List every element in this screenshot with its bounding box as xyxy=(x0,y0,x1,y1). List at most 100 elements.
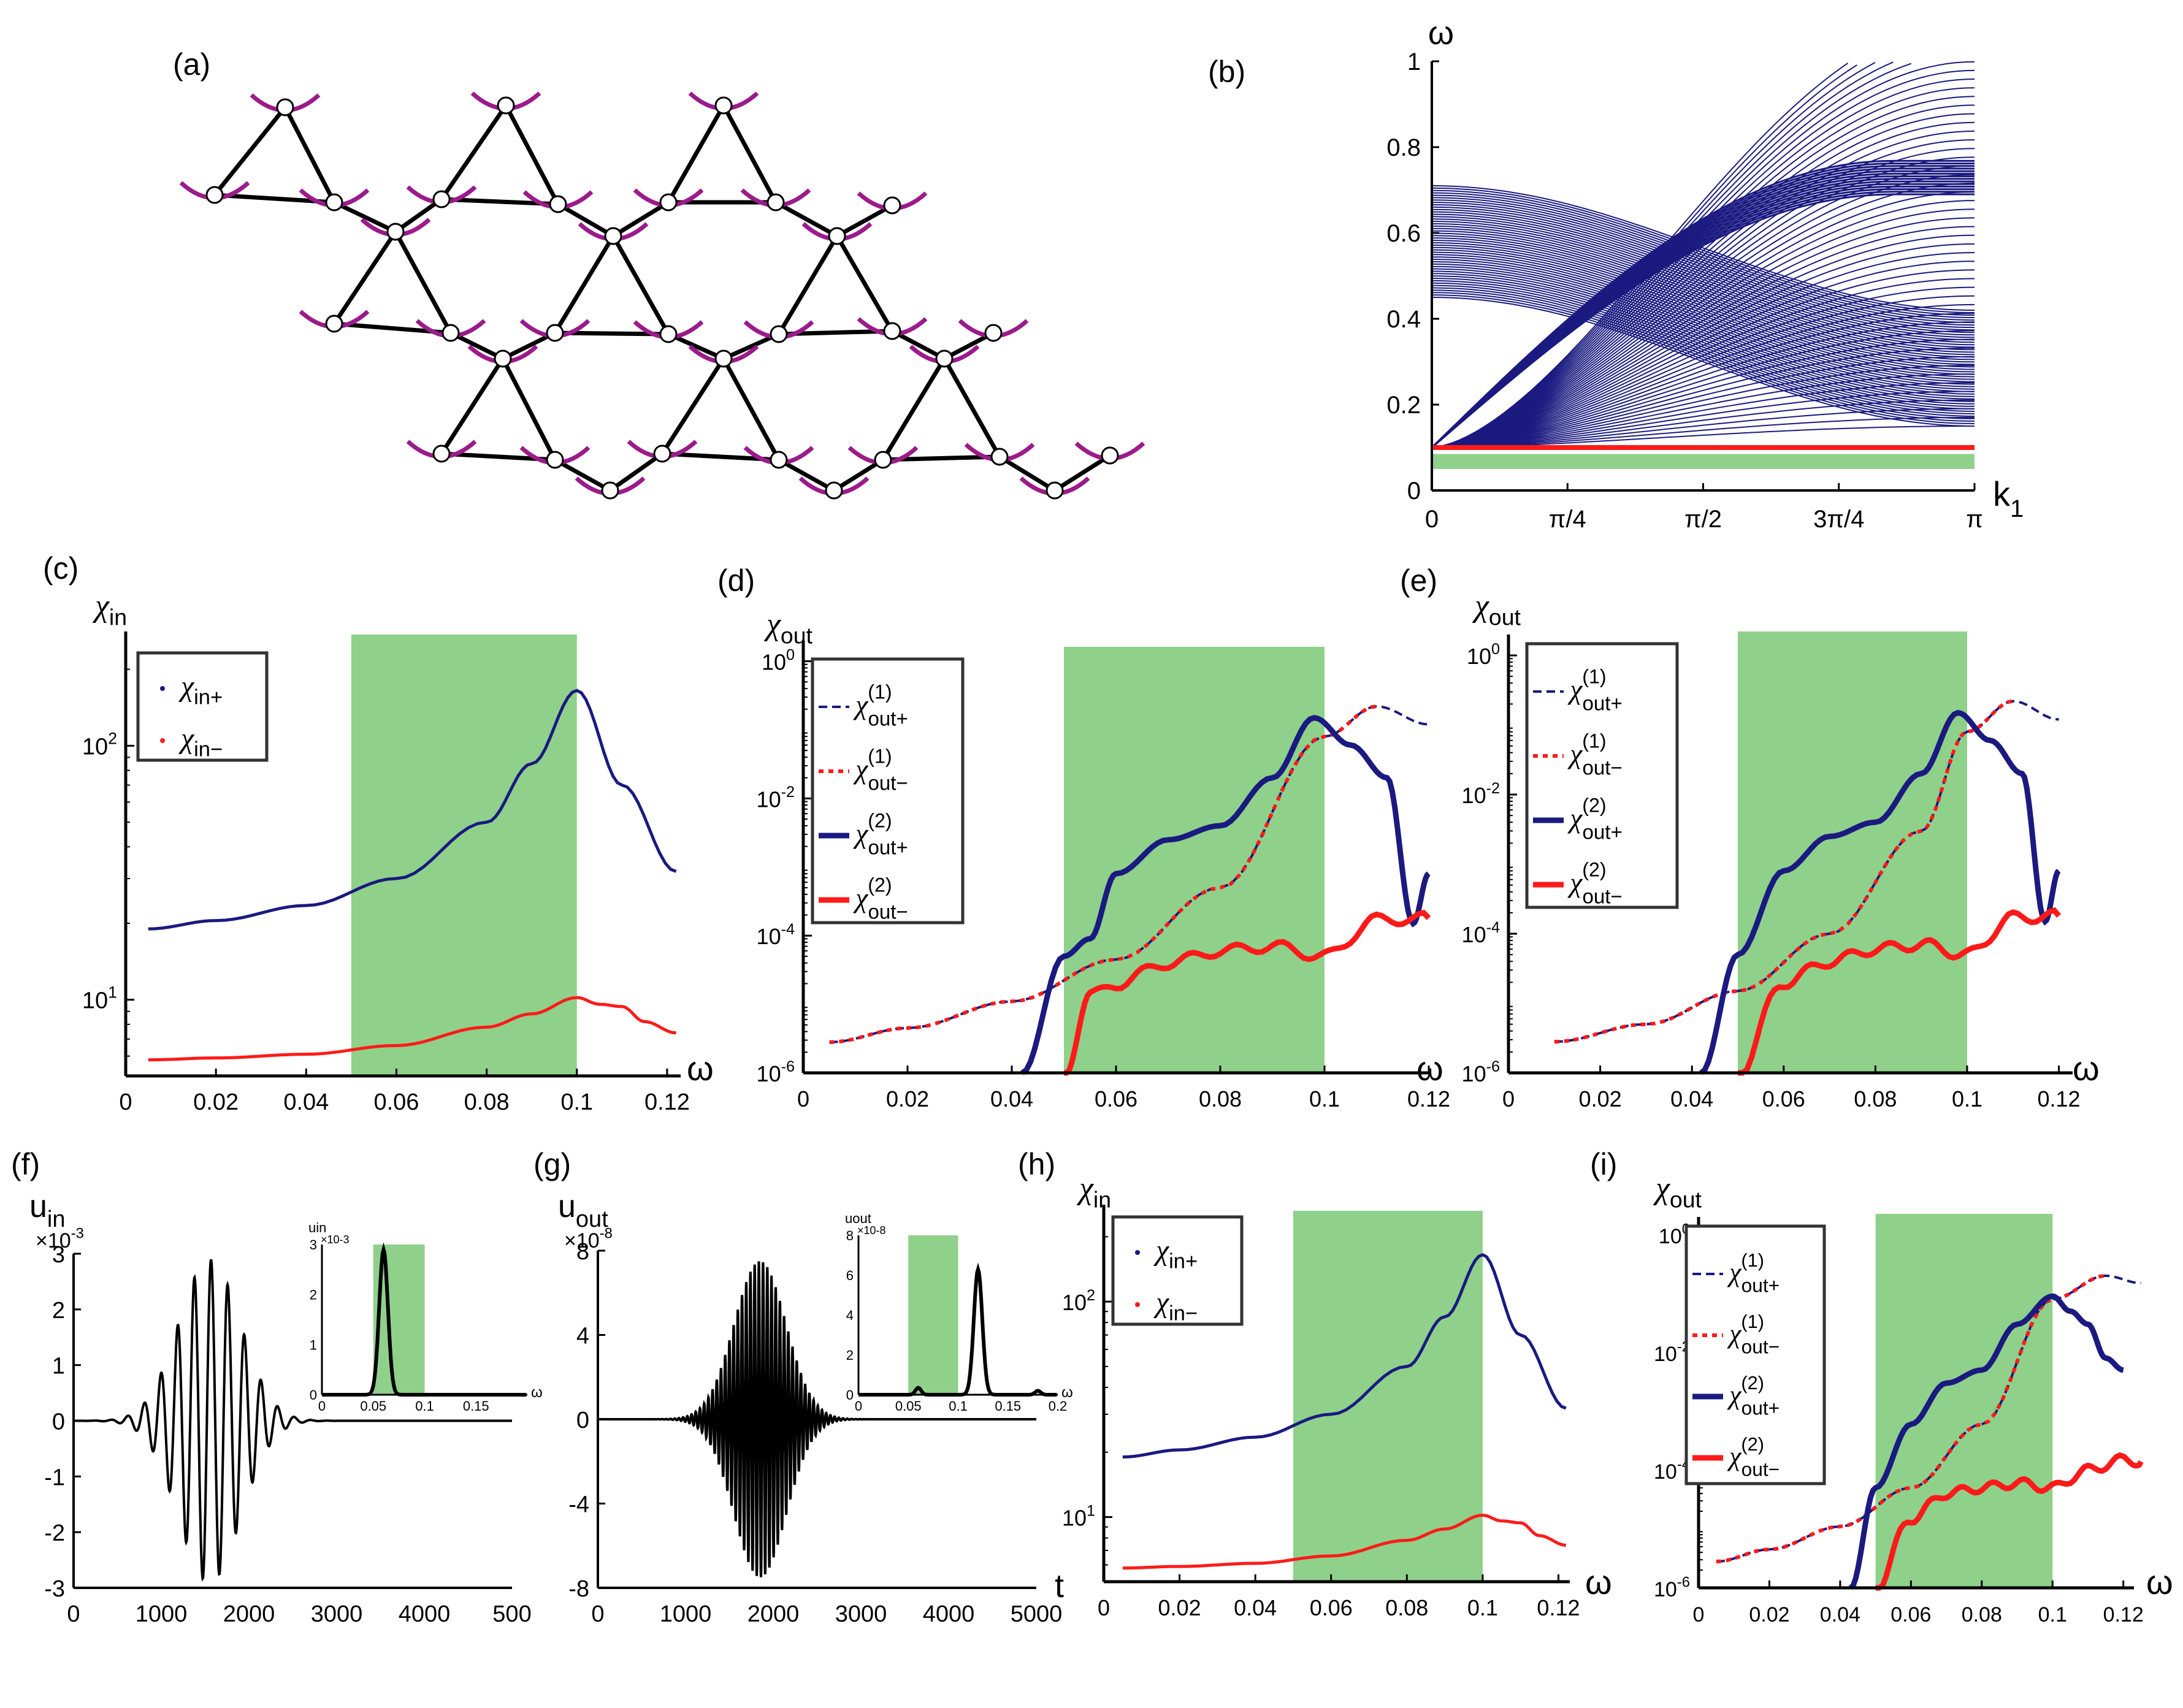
series-line-2 xyxy=(1122,1513,1567,1570)
band-curve xyxy=(1431,282,1975,412)
panel-i-label: (i) xyxy=(1590,1147,1617,1181)
y-tick-label: 0 xyxy=(1407,478,1421,505)
x-tick-label: 0.12 xyxy=(1407,1086,1450,1111)
x-tick-label: 0.06 xyxy=(1310,1595,1353,1620)
legend-label: χin− xyxy=(178,722,223,761)
x-tick-label: 0 xyxy=(67,1601,80,1627)
x-tick-label: 0 xyxy=(1098,1595,1110,1620)
inset-y-tick-label: 8 xyxy=(846,1228,854,1243)
lattice-node xyxy=(601,481,619,500)
legend-box xyxy=(136,651,269,762)
lattice-node xyxy=(325,193,343,212)
lattice-node xyxy=(549,195,567,213)
band-curve xyxy=(1431,263,1975,392)
band-curve xyxy=(1431,416,1975,448)
lattice-node xyxy=(714,349,733,368)
legend-label: χ(2) out+ xyxy=(1727,1372,1780,1419)
chi-out-panel-d: 10-6 10-4 10-2 100 0 0.02 0.04 0.06 0.08 0.1 0.12 χ… xyxy=(757,607,1450,1111)
lattice-bond xyxy=(394,197,443,234)
band-curve xyxy=(1431,230,1975,358)
series-line-1 xyxy=(1716,1274,2141,1563)
lattice-node xyxy=(276,98,294,116)
inset-x-axis-label: ω xyxy=(531,1384,543,1401)
band-curve xyxy=(1431,218,1975,346)
band-curve xyxy=(1431,252,1975,448)
series-line-3 xyxy=(1699,709,2061,1075)
inset-x-tick-label: 0 xyxy=(855,1398,862,1414)
x-tick-label: 4000 xyxy=(923,1601,975,1627)
legend-label: χ(1) out− xyxy=(1567,730,1623,780)
lattice-node xyxy=(714,96,733,115)
x-tick-label: 1000 xyxy=(660,1601,712,1627)
y-axis-label: χout xyxy=(1653,1171,1702,1213)
legend-marker xyxy=(160,738,165,743)
x-tick-label: 500 xyxy=(492,1601,531,1627)
y-tick-label: 10-6 xyxy=(1462,1058,1500,1086)
y-axis-label: uin xyxy=(29,1189,66,1232)
lattice-bond xyxy=(283,106,337,204)
band-curve xyxy=(1431,287,1975,417)
lattice-bond xyxy=(778,457,835,493)
legend-label: χ(2) out+ xyxy=(1567,795,1623,844)
lattice-bond xyxy=(881,357,946,461)
y-tick-label: 0 xyxy=(52,1409,65,1435)
y-tick-label: 101 xyxy=(1062,1502,1095,1530)
shaded-region xyxy=(1064,647,1325,1073)
x-tick-label: 0 xyxy=(1693,1603,1705,1626)
band-curve xyxy=(1431,223,1975,351)
band-curve xyxy=(1431,297,1975,427)
x-tick-label: 0.1 xyxy=(560,1089,593,1115)
lattice-bond xyxy=(557,202,614,238)
legend-box xyxy=(1111,1215,1244,1326)
x-axis-label: ω xyxy=(2073,1049,2100,1088)
panel-h-label: (h) xyxy=(1018,1147,1055,1181)
series-line-3 xyxy=(1849,1293,2124,1590)
lattice-bond xyxy=(503,104,560,205)
lattice-node xyxy=(497,96,515,115)
band-curve xyxy=(1431,284,1975,414)
band-curve xyxy=(1431,273,1975,402)
lattice-bond xyxy=(612,200,670,238)
panel-f-label: (f) xyxy=(11,1147,40,1181)
x-tick-label: π/4 xyxy=(1549,506,1586,533)
lattice-node xyxy=(653,444,671,463)
y-tick-label: 3 xyxy=(52,1242,65,1268)
band-curve xyxy=(1431,204,1975,331)
band-curve xyxy=(1431,234,1975,448)
x-tick-label: 0.04 xyxy=(283,1089,329,1115)
band-curve xyxy=(1431,208,1975,336)
lattice-bond xyxy=(333,200,397,234)
series-line-3 xyxy=(1020,715,1431,1075)
chi-out-panel-i: 10-610-410-210000.020.040.060.080.10.12χ… xyxy=(1653,1171,2173,1626)
lattice-bond xyxy=(608,452,664,492)
x-tick-label: 0.1 xyxy=(1952,1086,1982,1111)
y-tick-label: 10-4 xyxy=(757,921,795,949)
lattice-node xyxy=(984,324,1003,342)
band-curve xyxy=(1431,208,1975,448)
lattice-bond xyxy=(440,357,505,455)
band-curve xyxy=(1431,211,1975,338)
lattice-node xyxy=(604,227,622,245)
lattice-node xyxy=(546,451,564,469)
band-curve xyxy=(1431,121,1975,448)
inset-y-tick-label: 2 xyxy=(310,1287,317,1303)
x-tick-label: 0.04 xyxy=(1670,1086,1713,1111)
x-tick-label: 0.1 xyxy=(1467,1595,1498,1620)
lattice-node xyxy=(659,325,678,343)
chi-in-panel-c: 101 102 0 0.02 0.04 0.06 0.08 0.1 0.12 χin ω χin+ χi… xyxy=(82,589,714,1115)
band-curve xyxy=(1431,189,1975,316)
band-curve xyxy=(1431,292,1975,422)
lattice-node xyxy=(386,223,405,241)
legend-box xyxy=(1684,1224,1826,1485)
x-tick-label: 0.02 xyxy=(193,1089,239,1115)
x-tick-label: 0.04 xyxy=(990,1086,1033,1111)
panel-d-label: (d) xyxy=(717,563,755,598)
inset-x-tick-label: 0.2 xyxy=(1049,1398,1068,1414)
shaded-region xyxy=(1293,1211,1483,1582)
x-tick-label: 0.12 xyxy=(2103,1603,2144,1626)
band-curve xyxy=(1431,221,1975,348)
x-tick-label: 0 xyxy=(591,1601,604,1627)
inset-y-tick-label: 3 xyxy=(310,1237,317,1252)
legend-marker xyxy=(1135,1302,1140,1307)
